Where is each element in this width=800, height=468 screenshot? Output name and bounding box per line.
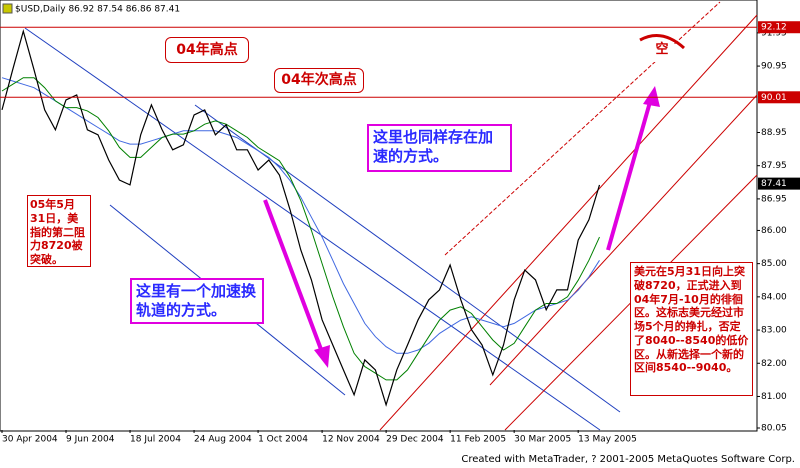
x-tick-label: 24 Aug 2004	[194, 435, 252, 445]
x-tick-label: 9 Jun 2004	[66, 435, 115, 445]
arrows	[263, 86, 660, 368]
symbol-icon	[2, 3, 13, 14]
level-box	[758, 21, 800, 34]
channel-line	[194, 104, 621, 413]
channel-line	[24, 27, 601, 431]
chart-title: $USD,Daily 86.92 87.54 86.86 87.41	[15, 5, 180, 15]
y-tick-label: 90.95	[761, 62, 787, 72]
y-tick-label: 82.00	[761, 359, 787, 369]
ma-line	[1, 77, 600, 381]
y-tick-label: 81.00	[761, 392, 787, 402]
annotation: 空	[650, 42, 674, 62]
level-box	[758, 91, 800, 104]
x-tick-label: 13 May 2005	[578, 435, 637, 445]
x-tick-label: 30 Apr 2004	[2, 435, 58, 445]
y-tick-label: 86.95	[761, 194, 787, 204]
y-tick-label: 83.00	[761, 326, 787, 336]
last-price-box	[758, 177, 800, 190]
arrow-head	[314, 345, 330, 368]
annotation: 04年高点	[165, 37, 249, 63]
annotation: 美元在5月31日向上突破8720，正式进入到04年7月-10月的徘徊区。这标志美…	[630, 262, 753, 396]
x-tick-label: 12 Nov 2004	[322, 435, 380, 445]
y-tick-label: 87.95	[761, 161, 787, 171]
last-price-label: 87.41	[761, 179, 787, 189]
annotation: 04年次高点	[274, 68, 364, 93]
arrow	[606, 101, 652, 251]
arrow-head	[643, 86, 660, 107]
price-line	[1, 28, 601, 407]
channel-line	[489, 94, 758, 386]
x-tick-label: 29 Dec 2004	[386, 435, 444, 445]
level-label: 90.01	[761, 93, 787, 103]
y-tick-label: 80.05	[761, 424, 787, 434]
arrow	[263, 199, 324, 353]
x-tick-label: 1 Oct 2004	[258, 435, 308, 445]
series-layer	[1, 28, 601, 407]
x-tick-label: 18 Jul 2004	[130, 435, 181, 445]
y-tick-label: 85.00	[761, 259, 787, 269]
x-tick-label: 11 Feb 2005	[450, 435, 506, 445]
annotation: 这里有一个加速换轨道的方式。	[130, 278, 264, 324]
channel-line	[379, 14, 758, 431]
channel-lines	[24, 1, 758, 431]
footer: Created with MetaTrader, ? 2001-2005 Met…	[461, 454, 795, 465]
y-tick-label: 84.00	[761, 292, 787, 302]
ma-line	[1, 77, 600, 354]
circle-mark	[639, 34, 686, 50]
annotation: 这里也同样存在加速的方式。	[367, 124, 512, 172]
x-tick-label: 30 Mar 2005	[514, 435, 571, 445]
annotation: 05年5月31日，美指的第二阻力8720被突破。	[27, 195, 91, 267]
level-label: 92.12	[761, 23, 787, 33]
y-tick-label: 86.00	[761, 226, 787, 236]
channel-line	[444, 1, 721, 256]
y-tick-label: 88.95	[761, 128, 787, 138]
y-tick-label: 91.95	[761, 28, 787, 38]
